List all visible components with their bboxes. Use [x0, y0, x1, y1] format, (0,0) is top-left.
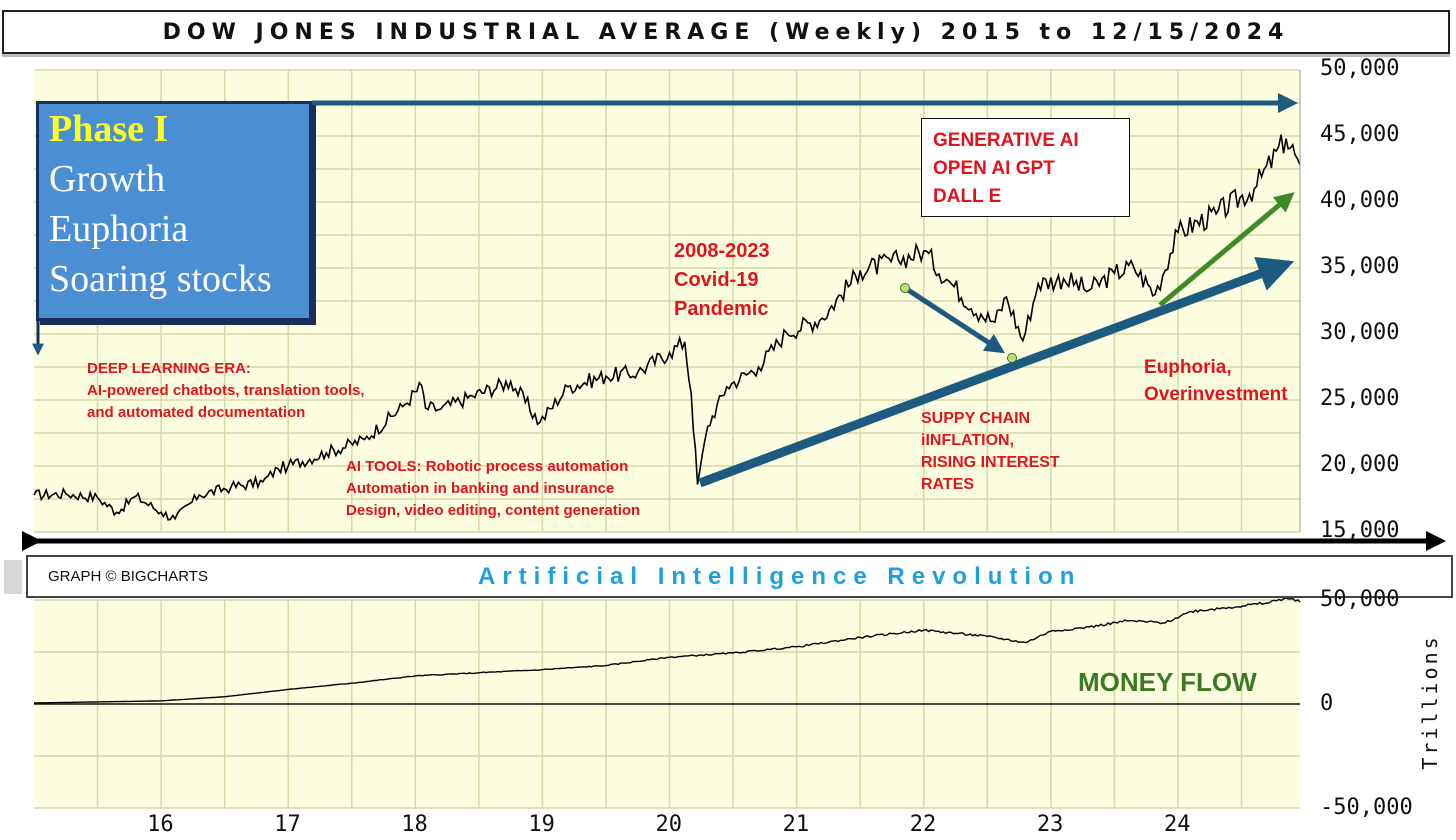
covid-line: 2008-2023: [674, 240, 770, 262]
euphoria-arrow: [1158, 192, 1295, 307]
chart-title: DOW JONES INDUSTRIAL AVERAGE (Weekly) 20…: [162, 20, 1290, 45]
correction-arrow: [903, 285, 1006, 354]
deep-learning-annotation: DEEP LEARNING ERA: AI-powered chatbots, …: [87, 358, 365, 424]
covid-line: Pandemic: [674, 298, 769, 320]
generative-line: OPEN AI GPT: [933, 158, 1055, 179]
deep-learning-line: and automated documentation: [87, 404, 306, 421]
ai-tools-line: Automation in banking and insurance: [346, 480, 615, 497]
left-gray-tab: [4, 560, 22, 594]
x-tick-label: 16: [147, 812, 174, 837]
phase-line: Growth: [49, 158, 166, 200]
x-tick-label: 24: [1163, 812, 1191, 837]
generative-line: DALL E: [933, 186, 1002, 207]
supply-line: SUPPY CHAIN: [921, 410, 1031, 427]
trend-arrow: [698, 256, 1295, 488]
money-flow-tick-label: 50,000: [1320, 587, 1400, 612]
supply-chain-annotation: SUPPY CHAIN iINFLATION, RISING INTEREST …: [921, 408, 1060, 496]
ai-tools-line: Design, video editing, content generatio…: [346, 502, 641, 519]
ai-tools-annotation: AI TOOLS: Robotic process automation Aut…: [346, 456, 640, 522]
x-tick-label: 20: [655, 812, 683, 837]
supply-line: RISING INTEREST: [921, 454, 1060, 471]
deep-learning-title: DEEP LEARNING ERA:: [87, 360, 251, 377]
generative-ai-box: GENERATIVE AI OPEN AI GPT DALL E: [921, 118, 1130, 217]
y-tick-label: 25,000: [1320, 386, 1400, 411]
euphoria-annotation: Euphoria, Overinvestment: [1144, 354, 1288, 408]
money-flow-series-line: [33, 597, 1301, 704]
y-tick-label: 45,000: [1320, 122, 1400, 147]
covid-line: Covid-19: [674, 269, 759, 291]
phase-one-box: Phase I Growth Euphoria Soaring stocks: [36, 101, 312, 321]
ai-revolution-banner: GRAPH © BIGCHARTS Artificial Intelligenc…: [26, 555, 1453, 598]
generative-line: GENERATIVE AI: [933, 130, 1079, 151]
correction-start-dot: [900, 283, 910, 293]
phase-line: Euphoria: [49, 208, 189, 250]
supply-line: RATES: [921, 476, 975, 493]
x-tick-label: 17: [274, 812, 301, 837]
trillions-axis-label: Trillions: [1418, 634, 1442, 770]
x-tick-label: 21: [782, 812, 810, 837]
x-tick-label: 18: [401, 812, 428, 837]
euphoria-line: Overinvestment: [1144, 384, 1288, 405]
banner-title: Artificial Intelligence Revolution: [478, 563, 1082, 590]
y-tick-label: 15,000: [1320, 518, 1400, 543]
ai-tools-line: AI TOOLS: Robotic process automation: [346, 458, 629, 475]
deep-learning-line: AI-powered chatbots, translation tools,: [87, 382, 365, 399]
djia-series-line: [33, 134, 1301, 521]
phase-line: Soaring stocks: [49, 258, 272, 300]
graph-credit: GRAPH © BIGCHARTS: [48, 568, 208, 585]
x-tick-label: 23: [1036, 812, 1064, 837]
covid-annotation: 2008-2023 Covid-19 Pandemic: [674, 237, 770, 324]
chart-title-bar: DOW JONES INDUSTRIAL AVERAGE (Weekly) 20…: [2, 10, 1450, 54]
y-tick-label: 30,000: [1320, 320, 1400, 345]
y-tick-label: 50,000: [1320, 56, 1400, 81]
y-tick-label: 20,000: [1320, 452, 1400, 477]
x-tick-label: 19: [528, 812, 555, 837]
x-tick-label: 22: [909, 812, 937, 837]
money-flow-label: MONEY FLOW: [1078, 667, 1257, 697]
euphoria-line: Euphoria,: [1144, 357, 1232, 378]
y-tick-label: 35,000: [1320, 254, 1400, 279]
money-flow-tick-label: -50,000: [1320, 795, 1413, 820]
supply-line: iINFLATION,: [921, 432, 1015, 449]
phase-heading: Phase I: [49, 108, 169, 150]
y-tick-label: 40,000: [1320, 188, 1400, 213]
money-flow-tick-label: 0: [1320, 691, 1334, 716]
correction-end-dot: [1007, 353, 1017, 363]
